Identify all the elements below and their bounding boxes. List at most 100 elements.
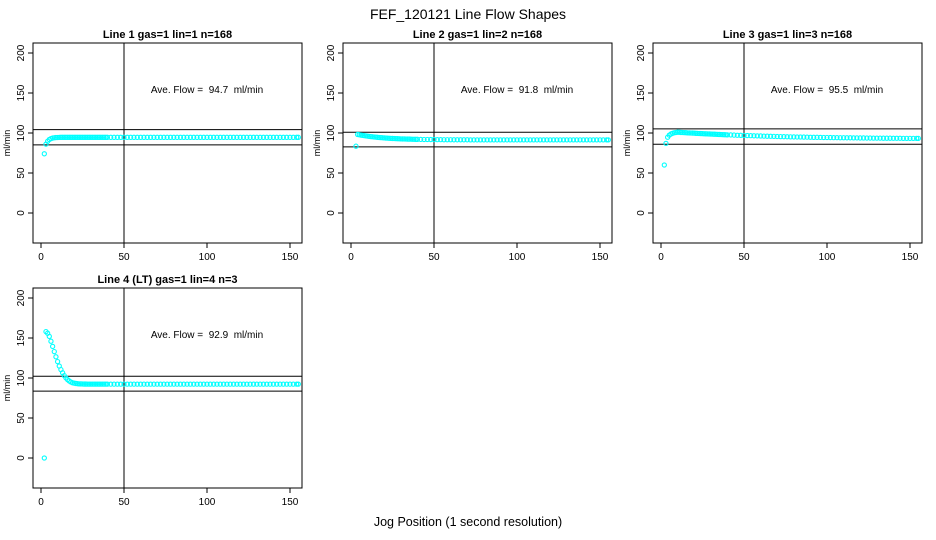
y-tick-label: 50 [16,167,27,179]
plot-box [652,42,923,244]
data-point [76,134,82,140]
data-point [661,162,667,168]
data-point [584,137,590,143]
x-tick-label: 100 [819,252,836,263]
x-tick-label: 0 [38,252,44,263]
ave-flow-annotation: Ave. Flow = 92.9 ml/min [151,330,263,341]
data-point [884,135,890,141]
x-tick-label: 0 [658,252,664,263]
data-point [507,137,514,143]
data-point [93,381,99,387]
data-point [224,134,230,140]
y-axis-label: ml/min [2,375,12,402]
data-point [554,137,560,143]
data-point [237,134,243,140]
data-point [447,137,454,143]
data-point [434,136,440,143]
data-point [244,134,250,140]
y-tick-label: 50 [326,167,337,179]
data-point [58,134,64,140]
data-point [73,134,79,140]
data-point [744,132,750,139]
data-point [663,140,669,147]
y-tick-label: 150 [16,84,27,101]
data-point [260,381,267,387]
data-point [761,133,767,139]
subplot-svg: 0 50 100 150 0 50 100 150 200 ml/min Line 4 (LT) g… [2,274,303,508]
data-point [418,136,424,143]
data-point [78,134,84,140]
plot-box [32,287,303,489]
y-axis-label: ml/min [2,130,12,157]
plot-box [342,42,613,244]
data-point [118,134,124,140]
x-tick-label: 150 [282,252,299,263]
data-point [83,134,89,140]
data-point [101,381,107,387]
data-point [214,134,220,140]
data-point [267,381,273,387]
data-point [413,136,419,142]
data-point [431,136,437,143]
data-point [731,132,737,138]
data-point [854,135,860,141]
data-point [54,358,61,365]
data-point [240,134,247,140]
data-point [837,135,843,141]
data-point [84,134,91,140]
data-point [293,134,300,140]
data-point [864,135,870,141]
data-point [784,134,790,140]
data-point [257,381,263,387]
data-point [66,134,72,140]
data-point [741,132,747,139]
y-tick-label: 50 [636,167,647,179]
data-point [444,137,450,143]
data-point [96,381,102,387]
data-point [98,134,104,140]
data-point [234,134,240,140]
data-point [104,381,111,387]
data-point [880,135,887,141]
data-point [467,137,474,143]
data-point [277,134,283,140]
data-point [184,381,190,387]
data-point [71,134,77,140]
x-tick-label: 50 [118,497,130,508]
data-point [557,137,563,143]
data-point [81,381,87,387]
data-point [834,134,840,141]
data-point [574,137,580,143]
data-point [240,381,247,387]
subplot-svg: 0 50 100 150 0 50 100 150 200 ml/min Line 2 gas=1 … [312,29,613,263]
data-point [821,134,827,141]
data-points [661,129,921,168]
data-point [89,134,96,140]
data-point [234,381,240,387]
y-tick-label: 150 [326,84,337,101]
data-point [161,381,167,387]
data-point [767,133,774,139]
data-point [217,134,223,140]
data-point [811,134,817,140]
data-point [774,133,780,140]
data-point [49,343,56,350]
data-point [399,136,406,142]
data-point [191,134,197,140]
data-point [907,135,913,142]
data-point [46,333,52,340]
data-point [144,381,150,387]
data-point [567,137,573,143]
data-point [257,134,263,140]
subplot-line-4: 0 50 100 150 0 50 100 150 200 ml/min Line 4 (LT) g… [0,273,316,513]
data-point [577,137,583,143]
data-point [491,137,497,143]
data-point [474,137,480,143]
data-point [814,134,820,140]
y-tick-label: 50 [16,412,27,424]
data-point [421,136,427,143]
data-point [101,134,107,140]
data-point [890,135,897,141]
y-tick-label: 100 [16,124,27,141]
